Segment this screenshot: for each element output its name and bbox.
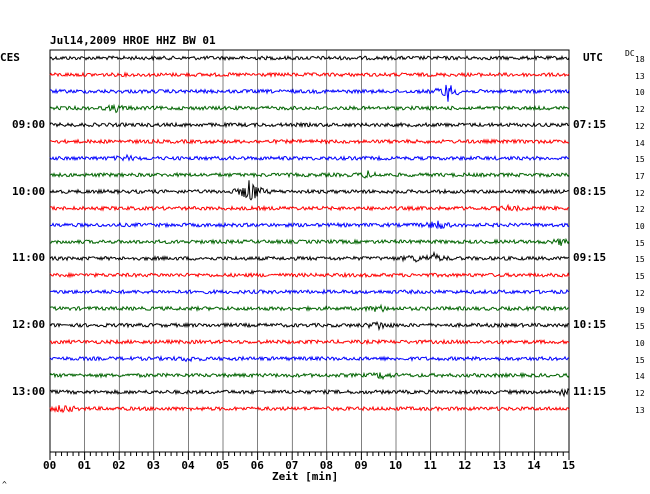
dc-value: 10 bbox=[635, 222, 645, 231]
trace-line-18 bbox=[49, 355, 570, 363]
left-time-label: 11:00 bbox=[12, 251, 46, 265]
right-time-label: 10:15 bbox=[573, 318, 607, 332]
trace-line-8 bbox=[49, 180, 570, 201]
trace-line-1 bbox=[49, 71, 570, 79]
right-time-label: 11:15 bbox=[573, 385, 607, 398]
corner-mark: ^ bbox=[2, 480, 7, 489]
dc-value: 15 bbox=[635, 272, 645, 282]
x-tick-label: 13 bbox=[492, 459, 507, 472]
x-tick-label: 07 bbox=[285, 459, 299, 472]
left-time-label: 12:00 bbox=[12, 318, 46, 332]
trace-line-11 bbox=[49, 237, 570, 246]
trace-line-21 bbox=[49, 405, 570, 414]
left-time-label: 10:00 bbox=[12, 184, 46, 198]
x-tick-label: 12 bbox=[458, 459, 472, 472]
x-tick-label: 14 bbox=[527, 459, 541, 472]
trace-line-12 bbox=[49, 250, 570, 263]
dc-label: DC bbox=[625, 49, 635, 58]
right-timezone-label: UTC bbox=[583, 51, 603, 64]
x-tick-label: 10 bbox=[389, 459, 403, 472]
dc-value: 15 bbox=[635, 238, 645, 248]
trace-line-19 bbox=[49, 371, 570, 381]
minute-grid bbox=[84, 50, 535, 452]
trace-line-10 bbox=[49, 220, 570, 230]
right-time-label: 08:15 bbox=[573, 184, 607, 198]
left-time-label: 13:00 bbox=[12, 385, 46, 398]
trace-line-9 bbox=[49, 203, 570, 213]
dc-value: 12 bbox=[635, 105, 645, 115]
right-time-label: 09:15 bbox=[573, 251, 607, 265]
dc-value: 17 bbox=[635, 171, 645, 181]
dc-value: 12 bbox=[635, 188, 645, 198]
x-tick-label: 08 bbox=[319, 459, 334, 472]
right-time-label: 07:15 bbox=[573, 117, 607, 131]
dc-value: 13 bbox=[635, 71, 645, 81]
x-tick-label: 04 bbox=[181, 459, 195, 472]
trace-line-15 bbox=[49, 303, 570, 313]
trace-line-20 bbox=[49, 388, 570, 398]
x-tick-label: 03 bbox=[146, 459, 161, 472]
dc-value: 15 bbox=[635, 322, 645, 332]
trace-line-7 bbox=[49, 170, 570, 179]
dc-value: 13 bbox=[635, 405, 645, 415]
dc-value: 18 bbox=[635, 55, 645, 64]
dc-value: 12 bbox=[635, 205, 645, 215]
x-tick-label: 00 bbox=[43, 459, 57, 472]
dc-value: 15 bbox=[635, 255, 645, 265]
trace-group bbox=[49, 54, 570, 414]
trace-line-4 bbox=[49, 121, 570, 129]
x-tick-label: 05 bbox=[216, 459, 230, 472]
left-time-label: 09:00 bbox=[12, 117, 46, 131]
dc-value: 15 bbox=[635, 155, 645, 165]
trace-line-5 bbox=[49, 138, 570, 145]
trace-line-16 bbox=[49, 320, 570, 332]
dc-value: 12 bbox=[635, 121, 645, 131]
dc-value: 15 bbox=[635, 355, 645, 365]
trace-line-13 bbox=[49, 271, 570, 279]
x-tick-label: 09 bbox=[354, 459, 368, 472]
dc-value: 19 bbox=[635, 305, 645, 315]
dc-value: 10 bbox=[635, 338, 645, 348]
x-tick-label: 15 bbox=[562, 459, 576, 472]
dc-value: 14 bbox=[635, 138, 645, 148]
trace-line-6 bbox=[49, 153, 570, 162]
x-tick-label: 01 bbox=[77, 459, 91, 472]
dc-value: 12 bbox=[635, 288, 645, 298]
x-tick-label: 11 bbox=[423, 459, 437, 472]
trace-line-0 bbox=[49, 54, 570, 62]
x-tick-label: 02 bbox=[112, 459, 126, 472]
dc-value: 12 bbox=[635, 389, 645, 398]
trace-line-2 bbox=[49, 84, 570, 102]
x-axis-label: Zeit [min] bbox=[272, 470, 339, 483]
trace-line-3 bbox=[49, 103, 570, 114]
trace-line-17 bbox=[49, 338, 570, 346]
dc-value: 14 bbox=[635, 372, 645, 382]
x-tick-label: 06 bbox=[250, 459, 264, 472]
chart-title: Jul14,2009 HROE HHZ BW 01 bbox=[50, 34, 216, 47]
x-ticks bbox=[49, 452, 570, 460]
dc-value: 10 bbox=[635, 88, 645, 98]
left-timezone-label: CES bbox=[0, 51, 20, 64]
trace-line-14 bbox=[49, 288, 570, 296]
